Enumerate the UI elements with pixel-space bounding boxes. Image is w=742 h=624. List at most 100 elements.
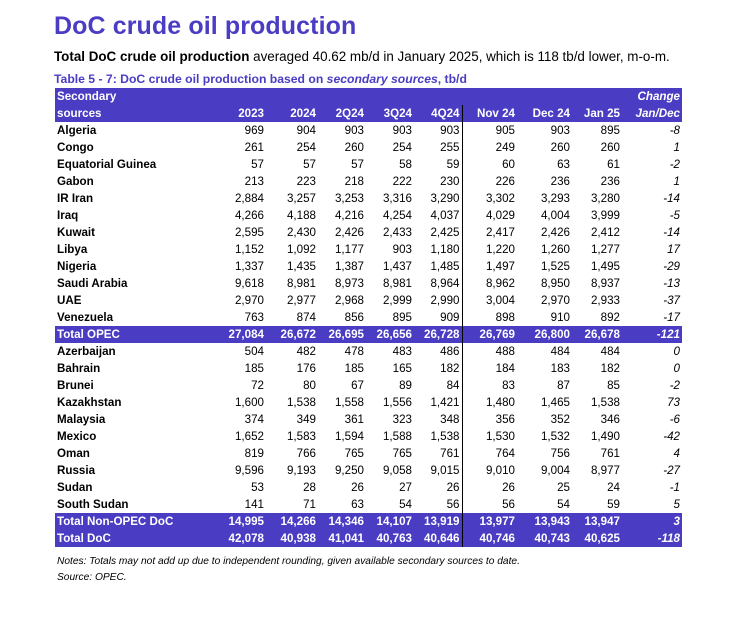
value-cell: 57 <box>303 158 316 171</box>
table-row: Saudi Arabia 9,618 8,981 8,973 8,981 8,964 8,9… <box>55 275 682 292</box>
value-cell: 4,254 <box>382 209 412 222</box>
value-cell: 1,421 <box>430 396 460 409</box>
value-cell: 26,769 <box>461 326 517 343</box>
value-cell: 1,558 <box>334 396 364 409</box>
value-cell: 184 <box>461 360 517 377</box>
source-text: Source: OPEC. <box>57 572 127 583</box>
value-cell: 54 <box>557 498 570 511</box>
value-cell: 765 <box>392 447 412 460</box>
value-cell: 1,480 <box>461 394 517 411</box>
row-label: Equatorial Guinea <box>57 158 157 171</box>
value-cell: 236 <box>600 175 620 188</box>
value-cell: 2,977 <box>286 294 316 307</box>
value-cell: 2,884 <box>234 192 264 205</box>
value-cell: 80 <box>303 379 316 392</box>
row-label: Saudi Arabia <box>57 277 128 290</box>
value-cell: 54 <box>399 498 412 511</box>
value-cell: 26,695 <box>318 326 366 343</box>
value-cell: 9,250 <box>334 464 364 477</box>
value-cell: 892 <box>600 311 620 324</box>
change-cell: -37 <box>663 294 680 307</box>
value-cell: 1,490 <box>590 430 620 443</box>
row-label: Total DoC <box>55 530 214 547</box>
value-cell: 903 <box>392 124 412 137</box>
value-cell: 2,430 <box>286 226 316 239</box>
value-cell: 4,037 <box>430 209 460 222</box>
value-cell: 1,337 <box>234 260 264 273</box>
change-cell: 4 <box>673 447 680 460</box>
value-cell: 26 <box>461 479 517 496</box>
summary-bold: Total DoC crude oil production <box>54 49 250 64</box>
table-row: Oman 819 766 765 765 761 764 756 761 4 <box>55 445 682 462</box>
value-cell: 764 <box>461 445 517 462</box>
row-label: UAE <box>57 294 82 307</box>
value-cell: 1,465 <box>540 396 570 409</box>
row-label: Azerbaijan <box>57 345 116 358</box>
production-table: Secondary Change sources 2023 2024 2Q24 3Q2… <box>55 88 682 547</box>
value-cell: 3,316 <box>382 192 412 205</box>
summary-text: Total DoC crude oil production averaged … <box>54 49 670 64</box>
value-cell: 4,216 <box>334 209 364 222</box>
value-cell: 60 <box>461 156 517 173</box>
column-header: 2023 <box>214 105 266 122</box>
row-label: Brunei <box>57 379 94 392</box>
value-cell: 374 <box>244 413 264 426</box>
change-cell: -6 <box>669 413 680 426</box>
value-cell: 756 <box>550 447 570 460</box>
table-row: Azerbaijan 504 482 478 483 486 488 484 484 0 <box>55 343 682 360</box>
value-cell: 1,532 <box>540 430 570 443</box>
value-cell: 89 <box>399 379 412 392</box>
value-cell: 40,763 <box>366 530 414 547</box>
value-cell: 63 <box>351 498 364 511</box>
value-cell: 85 <box>607 379 620 392</box>
value-cell: 765 <box>344 447 364 460</box>
column-header: Jan 25 <box>572 105 622 122</box>
header-change-line1: Change <box>622 88 682 105</box>
table-row: IR Iran 2,884 3,257 3,253 3,316 3,290 3,302 3,2… <box>55 190 682 207</box>
value-cell: 1,525 <box>540 260 570 273</box>
value-cell: 1,497 <box>461 258 517 275</box>
total-row: Total DoC 42,078 40,938 41,041 40,763 40,646 4… <box>55 530 682 547</box>
table-row: Brunei 72 80 67 89 84 83 87 85 -2 <box>55 377 682 394</box>
value-cell: 26,656 <box>366 326 414 343</box>
value-cell: 4,029 <box>461 207 517 224</box>
column-header: Nov 24 <box>461 105 517 122</box>
value-cell: 141 <box>244 498 264 511</box>
value-cell: 14,995 <box>214 513 266 530</box>
table-row: Congo 261 254 260 254 255 249 260 260 1 <box>55 139 682 156</box>
table-body: Algeria 969 904 903 903 903 905 903 895 -8 Congo 26… <box>55 122 682 547</box>
header-change-line2: Jan/Dec <box>622 105 682 122</box>
value-cell: 41,041 <box>318 530 366 547</box>
change-cell: -14 <box>663 192 680 205</box>
value-cell: 1,435 <box>286 260 316 273</box>
change-cell: -27 <box>663 464 680 477</box>
change-cell: 73 <box>667 396 680 409</box>
value-cell: 4,188 <box>286 209 316 222</box>
table-caption: Table 5 - 7: DoC crude oil production ba… <box>54 72 467 86</box>
value-cell: 2,426 <box>334 226 364 239</box>
value-cell: 761 <box>440 447 460 460</box>
value-cell: 185 <box>244 362 264 375</box>
change-cell: 0 <box>673 345 680 358</box>
value-cell: 57 <box>351 158 364 171</box>
value-cell: 182 <box>440 362 460 375</box>
value-cell: 26,678 <box>572 326 622 343</box>
change-cell: -5 <box>669 209 680 222</box>
value-cell: 1,437 <box>382 260 412 273</box>
change-cell: 3 <box>622 513 682 530</box>
value-cell: 910 <box>550 311 570 324</box>
value-cell: 83 <box>461 377 517 394</box>
column-header: 2Q24 <box>318 105 366 122</box>
value-cell: 1,152 <box>234 243 264 256</box>
value-cell: 185 <box>344 362 364 375</box>
table-row: South Sudan 141 71 63 54 56 56 54 59 5 <box>55 496 682 513</box>
value-cell: 26 <box>351 481 364 494</box>
change-cell: -118 <box>622 530 682 547</box>
value-cell: 2,417 <box>461 224 517 241</box>
value-cell: 9,058 <box>382 464 412 477</box>
row-label: Mexico <box>57 430 97 443</box>
change-cell: -14 <box>663 226 680 239</box>
value-cell: 488 <box>461 343 517 360</box>
value-cell: 40,746 <box>461 530 517 547</box>
table-row: Gabon 213 223 218 222 230 226 236 236 1 <box>55 173 682 190</box>
